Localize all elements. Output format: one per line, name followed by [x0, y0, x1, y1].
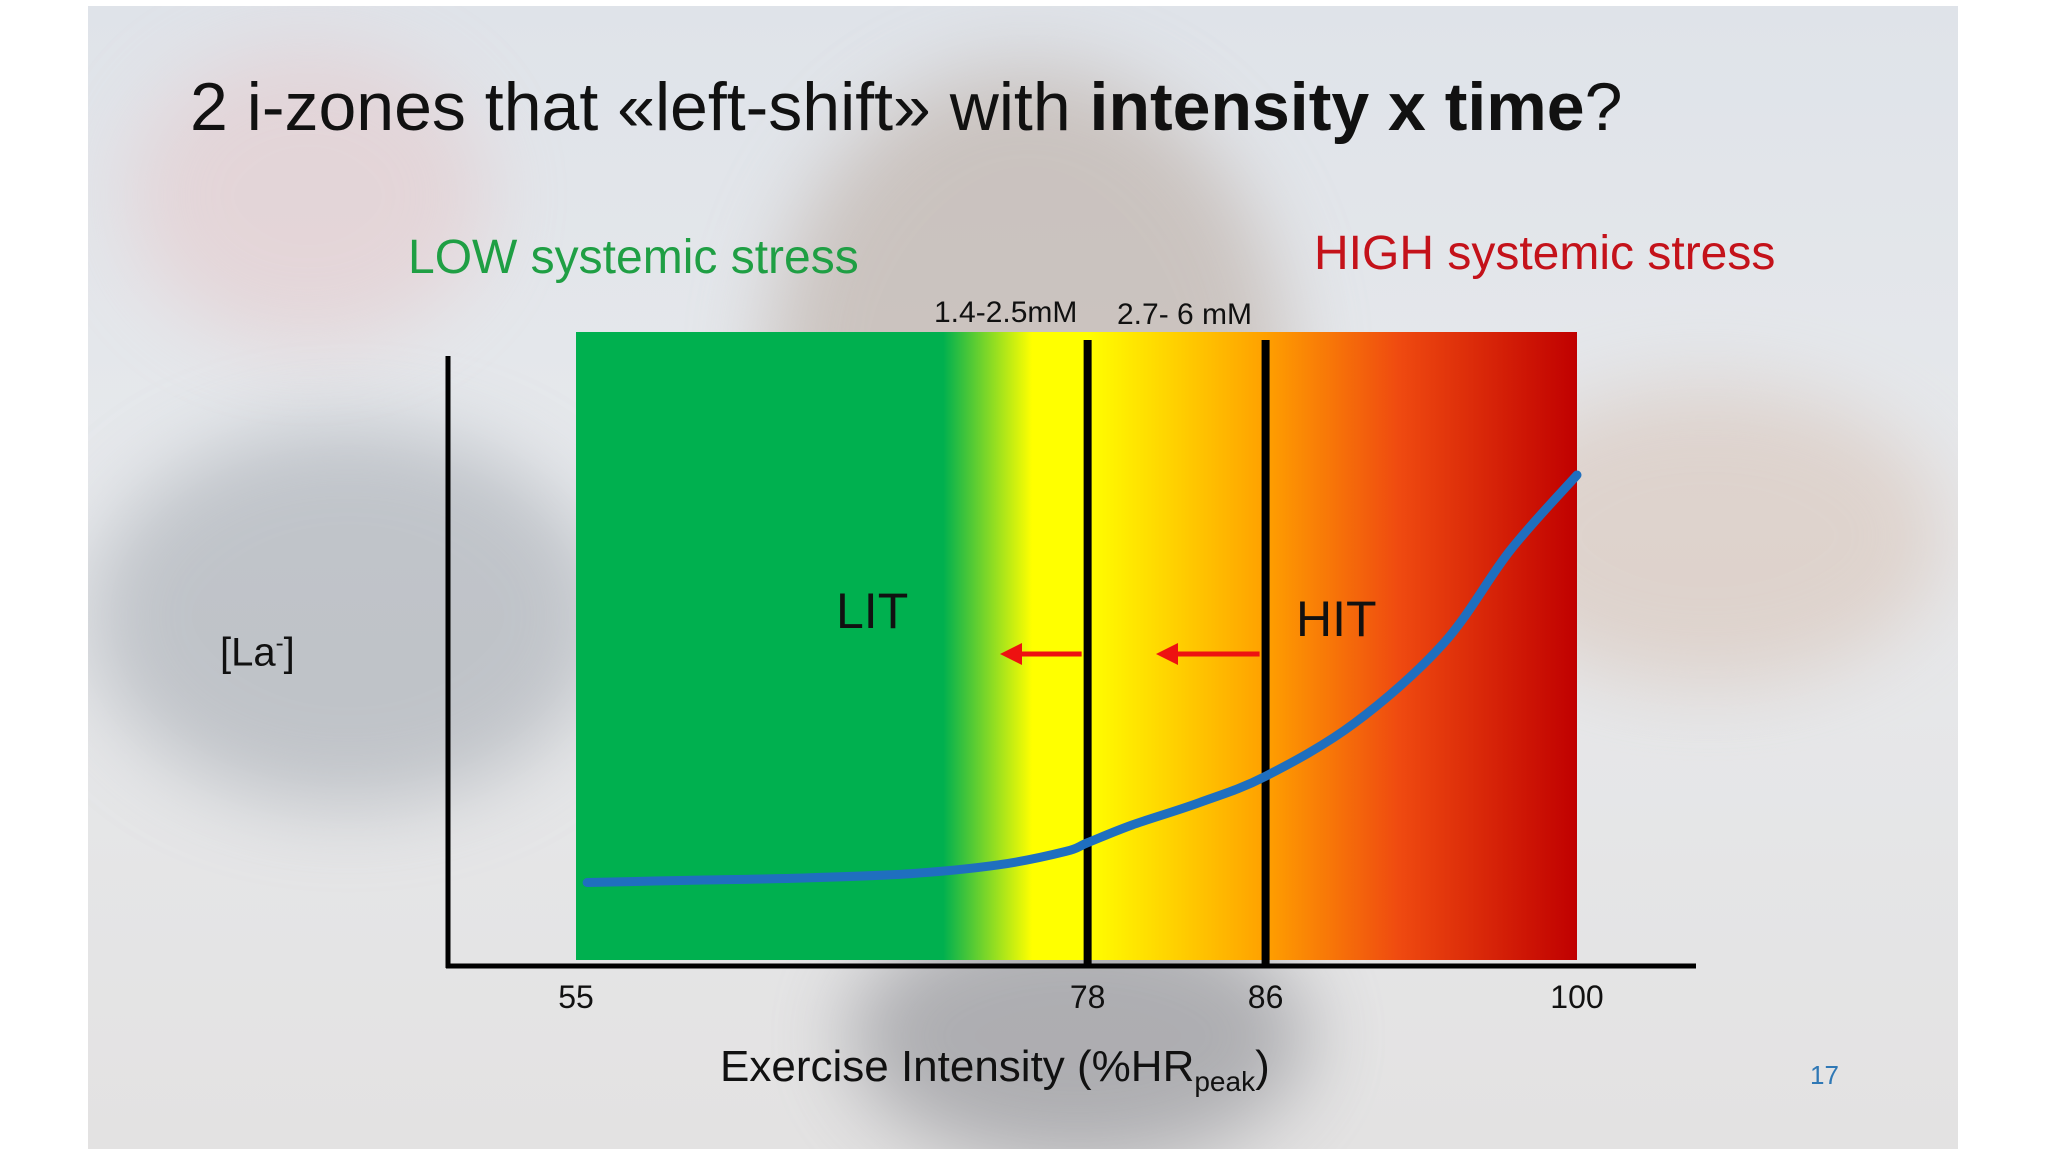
left-shift-arrow-1 — [1000, 643, 1082, 665]
high-stress-header: HIGH systemic stress — [1314, 227, 1776, 280]
backdrop-blob — [88, 426, 608, 806]
page-number: 17 — [1810, 1060, 1839, 1090]
threshold-2-label: 2.7- 6 mM — [1117, 298, 1253, 331]
x-label-end: ) — [1255, 1042, 1270, 1091]
lit-zone-label: LIT — [836, 583, 908, 639]
y-axis-label: [La-] — [220, 630, 295, 675]
x-tick-label: 86 — [1248, 979, 1284, 1015]
arrow-head — [1156, 643, 1178, 665]
title-bold-text: intensity x time — [1089, 69, 1585, 145]
slide-title: 2 i-zones that «left-shift» with intensi… — [190, 68, 1622, 146]
intensity-zone-gradient — [576, 332, 1577, 960]
left-shift-arrow-2 — [1156, 643, 1260, 665]
title-text: 2 i-zones that «left-shift» with — [190, 69, 1090, 145]
y-label-end: ] — [283, 630, 295, 675]
title-suffix: ? — [1584, 69, 1623, 145]
x-label-text: Exercise Intensity (%HR — [720, 1042, 1195, 1091]
y-label-text: [La — [220, 630, 276, 675]
slide — [88, 6, 1958, 1149]
arrow-head — [1000, 643, 1022, 665]
x-label-sub: peak — [1194, 1065, 1256, 1097]
x-tick-label: 78 — [1070, 979, 1106, 1015]
x-axis-label: Exercise Intensity (%HRpeak) — [720, 1042, 1270, 1098]
lactate-curve — [582, 470, 1582, 888]
low-stress-header: LOW systemic stress — [408, 231, 859, 284]
threshold-1-label: 1.4-2.5mM — [934, 296, 1078, 329]
backdrop-blob — [128, 46, 488, 346]
y-label-sup: - — [275, 630, 284, 657]
hit-zone-label: HIT — [1296, 591, 1377, 647]
x-tick-label: 100 — [1550, 979, 1603, 1015]
x-tick-label: 55 — [558, 979, 594, 1015]
